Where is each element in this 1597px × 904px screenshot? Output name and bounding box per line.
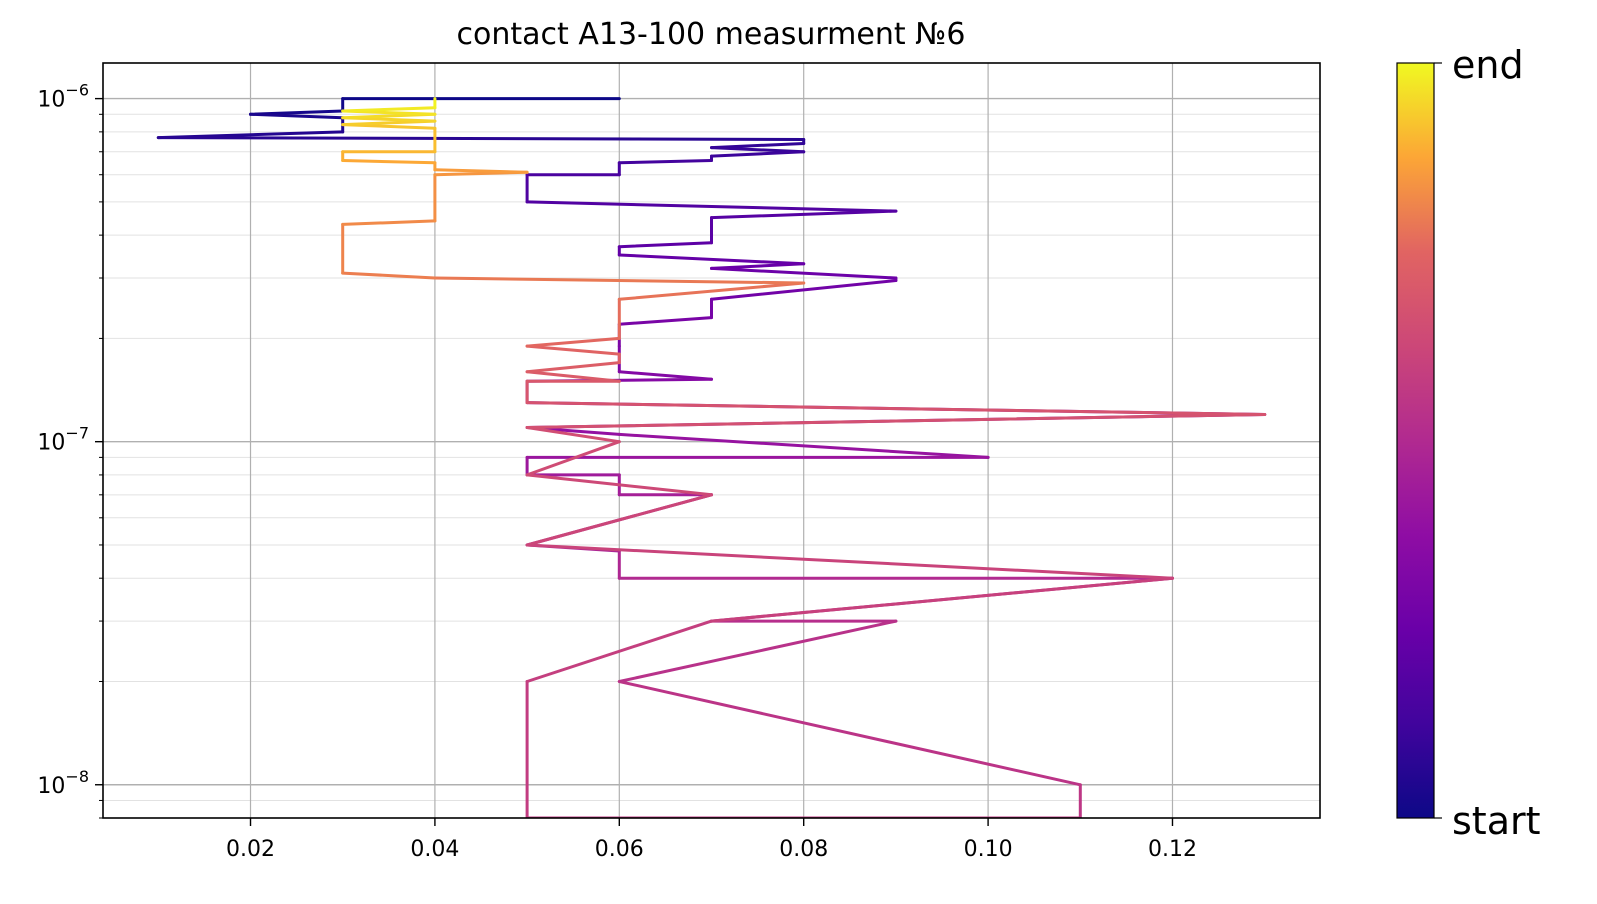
series-segment <box>710 209 898 220</box>
series-segment <box>617 619 898 683</box>
chart-title: contact A13-100 measurment №6 <box>457 17 966 52</box>
x-tick-label: 0.10 <box>964 837 1013 862</box>
colorbar <box>1396 62 1435 819</box>
series <box>156 97 1267 818</box>
x-tick-label: 0.02 <box>226 837 275 862</box>
x-tick-label: 0.12 <box>1148 837 1197 862</box>
y-axis: 10−8 10−7 10−6 <box>37 81 103 819</box>
series-segment <box>525 200 898 213</box>
plot-frame <box>102 62 1321 819</box>
series-segment <box>710 150 806 158</box>
series-segment <box>525 401 1267 416</box>
series-segment <box>617 241 713 249</box>
y-tick-label: 10−8 <box>37 767 89 799</box>
x-tick-label: 0.04 <box>410 837 459 862</box>
y-tick-label: 10−6 <box>37 81 89 113</box>
series-segment <box>710 576 1174 623</box>
x-tick-label: 0.06 <box>595 837 644 862</box>
series-segment <box>156 136 806 141</box>
series-segment <box>341 106 437 113</box>
series-segment <box>710 266 898 280</box>
series-segment <box>525 493 713 547</box>
colorbar-min-label: start <box>1452 799 1541 843</box>
series-segment <box>525 370 621 383</box>
series-segment <box>341 159 437 165</box>
y-tick-label: 10−7 <box>37 424 89 456</box>
series-segment <box>433 276 806 285</box>
series-segment <box>617 432 990 459</box>
series-segment <box>525 361 621 374</box>
x-axis: 0.02 0.04 0.06 0.08 0.10 0.12 <box>226 818 1197 862</box>
series-segment <box>341 219 437 226</box>
series-segment <box>433 168 529 174</box>
x-tick-label: 0.08 <box>779 837 828 862</box>
series-segment <box>617 159 713 165</box>
series-segment <box>525 619 713 683</box>
series-segment <box>617 680 1082 787</box>
series-segment <box>341 271 437 280</box>
series-segment <box>617 281 806 301</box>
series-segment <box>525 413 1267 429</box>
series-segment <box>525 336 621 348</box>
series-segment <box>525 440 621 477</box>
series-segment <box>525 344 621 356</box>
series-segment <box>525 426 621 444</box>
series-segment <box>525 543 1174 580</box>
series-segment <box>525 473 713 497</box>
series-segment <box>617 316 713 326</box>
series-segment <box>710 279 898 301</box>
colorbar-max-label: end <box>1452 43 1524 87</box>
series-segment <box>710 262 806 270</box>
series-segment <box>617 253 806 266</box>
series-segment <box>249 112 345 120</box>
